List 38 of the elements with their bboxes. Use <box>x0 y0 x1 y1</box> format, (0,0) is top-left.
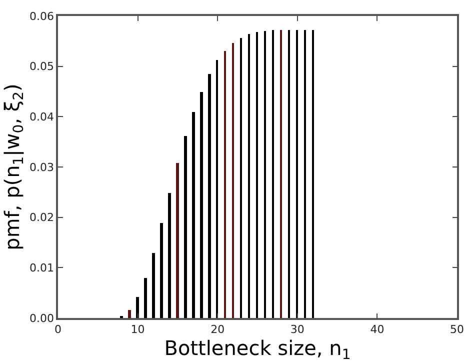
bar <box>232 43 234 318</box>
bar <box>280 30 282 318</box>
bar <box>264 31 266 318</box>
y-tick-label: 0.04 <box>30 110 54 124</box>
bar <box>216 60 218 318</box>
bar <box>288 30 290 318</box>
bar <box>176 163 179 318</box>
bar <box>200 92 203 318</box>
bar <box>312 30 314 318</box>
x-tick-label: 40 <box>370 322 384 336</box>
y-tick-label: 0.00 <box>30 312 54 325</box>
bar <box>168 193 171 318</box>
bar <box>208 74 211 318</box>
x-tick-label: 50 <box>450 322 464 336</box>
bar <box>304 30 306 318</box>
x-axis-title: Bottleneck size, n$_{1}$ <box>164 336 351 364</box>
bar <box>248 34 250 318</box>
bar <box>160 223 163 318</box>
y-tick-label: 0.01 <box>30 262 54 275</box>
x-tick-label: 10 <box>130 322 145 336</box>
bar <box>192 112 195 318</box>
y-tick-label: 0.03 <box>30 160 54 174</box>
x-tick-label: 20 <box>210 322 225 336</box>
bar <box>136 297 139 318</box>
bar <box>184 136 187 318</box>
y-tick-label: 0.05 <box>30 60 54 74</box>
x-tick-label: 0 <box>54 322 62 336</box>
bar <box>272 30 274 318</box>
bar <box>296 30 298 318</box>
bar <box>256 32 258 318</box>
bar <box>144 278 147 318</box>
bar <box>128 310 131 318</box>
bar <box>152 253 155 318</box>
x-tick-label: 30 <box>290 322 304 336</box>
y-tick-label: 0.06 <box>30 10 54 23</box>
bar <box>240 38 242 318</box>
y-tick-label: 0.02 <box>30 211 54 224</box>
bar <box>224 51 226 318</box>
